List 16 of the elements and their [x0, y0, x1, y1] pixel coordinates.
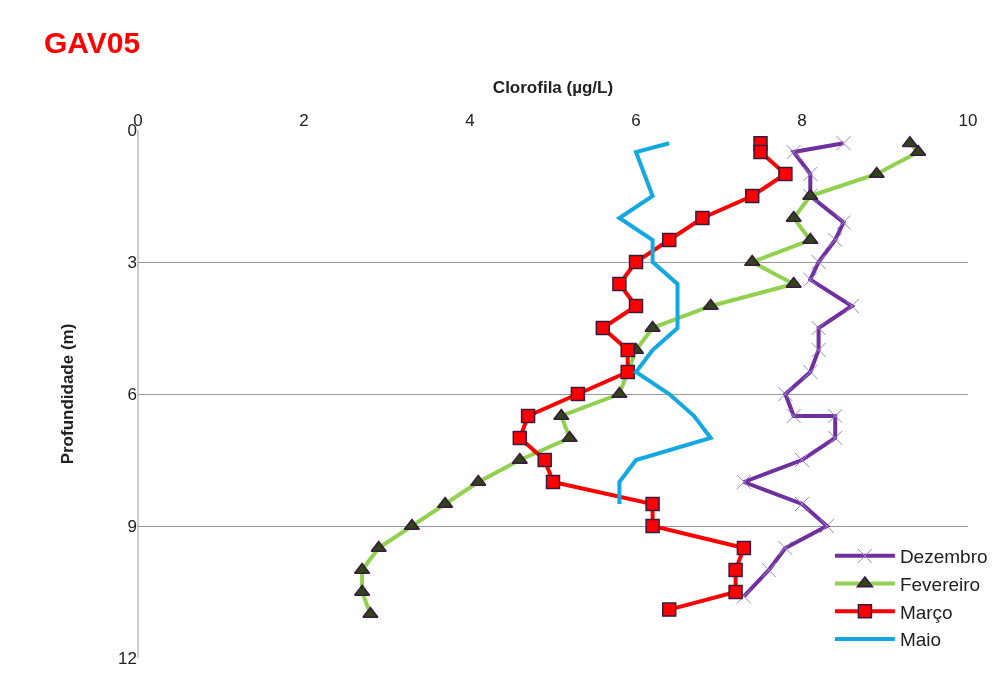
- y-tick-label: 9: [127, 516, 137, 536]
- legend-label: Fevereiro: [899, 573, 981, 595]
- x-tick-label: 2: [299, 110, 309, 130]
- x-tick-label: 4: [465, 110, 475, 130]
- chart-title: GAV05: [44, 26, 141, 59]
- y-tick-label: 6: [127, 384, 137, 404]
- legend-label: Dezembro: [899, 546, 988, 568]
- x-axis-title: Clorofila (µg/L): [492, 78, 614, 98]
- legend-label: Março: [899, 601, 953, 623]
- y-axis-title: Profundidade (m): [57, 323, 77, 465]
- x-tick-label: 8: [797, 110, 807, 130]
- legend-label: Maio: [899, 629, 942, 651]
- x-tick-label: 6: [631, 110, 641, 130]
- x-tick-label: 10: [958, 110, 978, 130]
- y-tick-label: 3: [127, 252, 137, 272]
- y-tick-label: 12: [118, 648, 137, 668]
